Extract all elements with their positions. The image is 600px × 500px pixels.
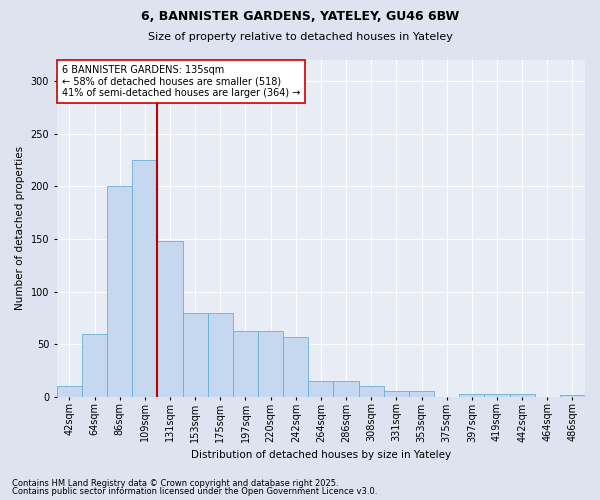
Bar [233, 332, 258, 396]
Text: 6, BANNISTER GARDENS, YATELEY, GU46 6BW: 6, BANNISTER GARDENS, YATELEY, GU46 6BW [141, 10, 459, 23]
Bar [459, 394, 484, 396]
Bar [57, 386, 82, 396]
Bar [107, 186, 132, 396]
Bar [560, 394, 585, 396]
Bar [258, 332, 283, 396]
X-axis label: Distribution of detached houses by size in Yateley: Distribution of detached houses by size … [191, 450, 451, 460]
Bar [509, 394, 535, 396]
Bar [334, 381, 359, 396]
Bar [283, 337, 308, 396]
Text: Size of property relative to detached houses in Yateley: Size of property relative to detached ho… [148, 32, 452, 42]
Bar [182, 312, 208, 396]
Bar [132, 160, 157, 396]
Text: Contains HM Land Registry data © Crown copyright and database right 2025.: Contains HM Land Registry data © Crown c… [12, 478, 338, 488]
Bar [82, 334, 107, 396]
Bar [409, 392, 434, 396]
Y-axis label: Number of detached properties: Number of detached properties [15, 146, 25, 310]
Bar [308, 381, 334, 396]
Bar [484, 394, 509, 396]
Text: Contains public sector information licensed under the Open Government Licence v3: Contains public sector information licen… [12, 487, 377, 496]
Bar [157, 241, 182, 396]
Bar [208, 312, 233, 396]
Bar [359, 386, 384, 396]
Bar [384, 392, 409, 396]
Text: 6 BANNISTER GARDENS: 135sqm
← 58% of detached houses are smaller (518)
41% of se: 6 BANNISTER GARDENS: 135sqm ← 58% of det… [62, 65, 301, 98]
